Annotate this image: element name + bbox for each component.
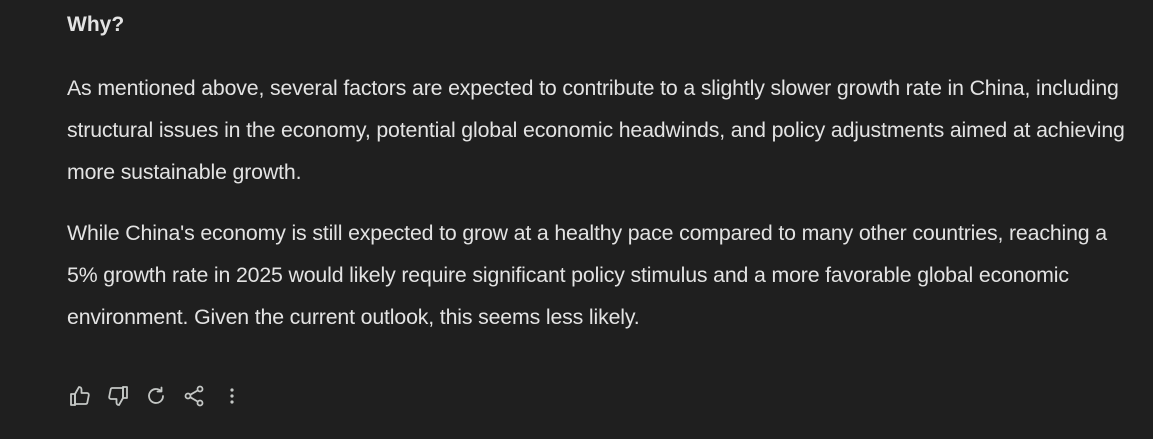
thumbs-down-icon — [108, 386, 128, 406]
more-options-button[interactable] — [218, 382, 246, 410]
regenerate-button[interactable] — [142, 382, 170, 410]
response-content: Why? As mentioned above, several factors… — [67, 0, 1137, 338]
thumbs-up-icon — [70, 386, 90, 406]
response-actions-bar — [66, 382, 256, 410]
regenerate-icon — [148, 386, 164, 404]
more-vert-icon — [230, 388, 234, 404]
share-button[interactable] — [180, 382, 208, 410]
response-paragraph-1: As mentioned above, several factors are … — [67, 76, 1125, 184]
response-paragraph-2: While China's economy is still expected … — [67, 221, 1107, 329]
thumbs-up-button[interactable] — [66, 382, 94, 410]
thumbs-down-button[interactable] — [104, 382, 132, 410]
share-icon — [184, 385, 204, 407]
response-heading: Why? — [67, 13, 125, 36]
